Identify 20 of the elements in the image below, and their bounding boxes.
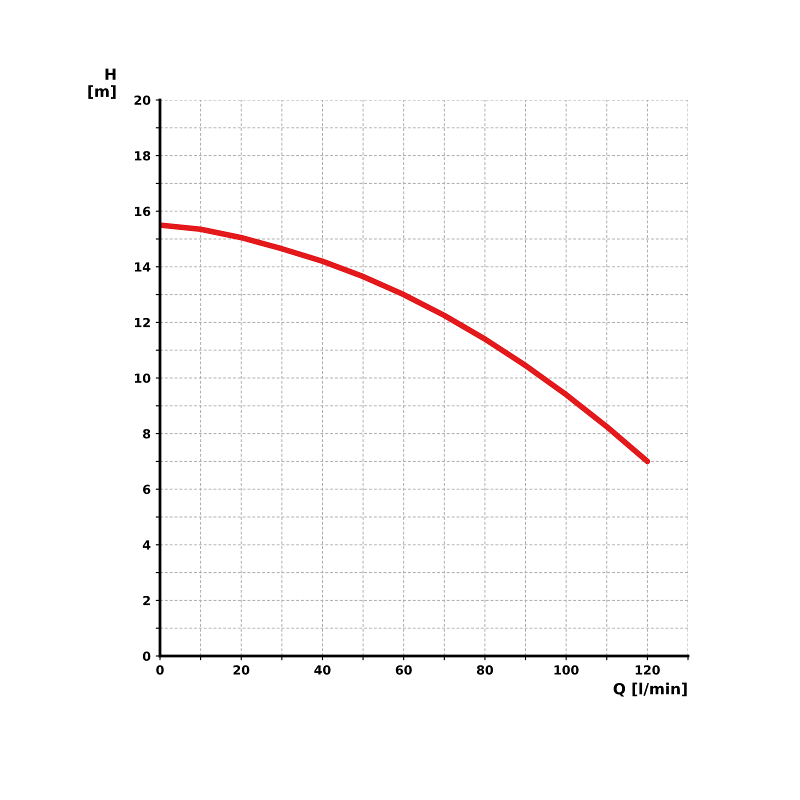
y-tick-label: 0 — [142, 651, 150, 661]
y-tick-label: 18 — [134, 151, 150, 161]
x-tick-label: 40 — [314, 665, 331, 675]
y-tick-label: 20 — [134, 95, 150, 105]
x-axis-title: Q [l/min] — [614, 682, 687, 697]
y-tick-label: 8 — [143, 429, 150, 439]
x-tick-label: 120 — [636, 665, 660, 675]
x-tick-label: 80 — [476, 665, 494, 675]
y-tick-label: 2 — [143, 596, 150, 606]
y-axis-title: H [m] — [88, 68, 116, 99]
y-tick-label: 4 — [142, 540, 150, 550]
y-tick-label: 16 — [134, 206, 150, 216]
x-tick-label: 60 — [396, 665, 412, 675]
y-tick-label: 12 — [134, 318, 150, 328]
x-tick-label: 100 — [554, 665, 579, 675]
x-tick-label: 0 — [156, 665, 164, 675]
x-tick-label: 20 — [234, 665, 250, 675]
y-tick-label: 14 — [134, 262, 150, 272]
y-tick-label: 10 — [134, 373, 150, 383]
y-tick-label: 6 — [143, 484, 150, 494]
